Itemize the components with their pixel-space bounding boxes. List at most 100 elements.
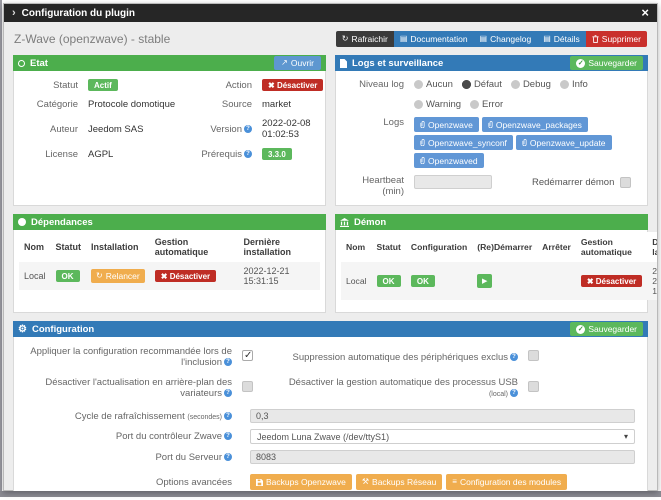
zwave-port-select[interactable]: Jeedom Luna Zwave (/dev/ttyS1) ▾ [250, 429, 635, 444]
server-port-input[interactable] [250, 450, 635, 464]
radio-error[interactable]: Error [470, 99, 503, 110]
radio-icon [414, 80, 423, 89]
page-title: Z-Wave (openzwave) - stable [14, 32, 171, 46]
dep-nom: Local [19, 262, 51, 290]
help-icon [224, 432, 232, 440]
cfg-check-label: Suppression automatique des périphérique… [276, 352, 528, 363]
dependances-panel-title: Dépendances [31, 216, 93, 228]
help-icon [224, 452, 232, 461]
save-icon [256, 478, 263, 486]
dep-disable-button[interactable]: ✖ Désactiver [154, 270, 217, 282]
table-row: Local OK ↻ Relancer ✖ Désactiver 2022-12-… [19, 262, 320, 290]
log-level-radios: Aucun Défaut Debug Info Warning Error [414, 79, 639, 110]
restart-daemon-checkbox[interactable] [620, 176, 632, 188]
log-file-buttons: Openzwave Openzwave_packages Openzwave_s… [414, 117, 639, 168]
paperclip-icon [420, 139, 425, 146]
cfg-check-3[interactable] [528, 381, 539, 392]
modal-titlebar: › Configuration du plugin × [4, 4, 657, 22]
statut-label: Statut [53, 79, 78, 91]
trash-icon [592, 35, 599, 43]
help-icon [510, 389, 518, 397]
changelog-button[interactable]: ▤ Changelog [473, 31, 538, 47]
radio-icon [414, 100, 423, 109]
refresh-button[interactable]: ↻ Rafraichir [335, 31, 394, 47]
auteur-value: Jeedom SAS [88, 123, 144, 135]
heartbeat-input[interactable] [414, 175, 492, 189]
dependances-panel: Dépendances Nom Statut Installation Gest… [13, 214, 326, 313]
etat-panel: Etat ↗ Ouvrir Statut Actif Action ✖ Désa… [13, 55, 326, 206]
gears-icon: ⚙ [18, 323, 27, 335]
chevron-right-icon: › [12, 7, 16, 19]
demon-table: Nom Statut Configuration (Re)Démarrer Ar… [341, 232, 657, 300]
open-button[interactable]: ↗ Ouvrir [274, 56, 321, 70]
demon-panel-title: Démon [354, 216, 387, 228]
port-serveur-label: Port du Serveur [24, 452, 242, 463]
radio-defaut[interactable]: Défaut [461, 79, 502, 90]
relancer-button[interactable]: ↻ Relancer [91, 269, 145, 283]
radio-icon [470, 100, 480, 109]
demon-date: 2022-12-21 16:16:23 [647, 262, 657, 300]
documentation-button[interactable]: ▤ Documentation [393, 31, 474, 47]
refresh-icon: ↻ [96, 271, 103, 280]
help-icon [510, 352, 518, 361]
circle-icon [18, 218, 26, 226]
source-label: Source [221, 99, 252, 110]
details-button[interactable]: ▤ Détails [537, 31, 586, 47]
configuration-panel: ⚙ Configuration Sauvegarder Appliquer la… [13, 321, 648, 491]
dependances-table: Nom Statut Installation Gestion automati… [19, 232, 320, 290]
demon-disable-button[interactable]: ✖ Désactiver [580, 275, 643, 287]
log-openzwaved-button[interactable]: Openzwaved [414, 153, 484, 168]
disable-plugin-button[interactable]: ✖ Désactiver [262, 79, 324, 91]
paperclip-icon [420, 121, 425, 128]
dep-date: 2022-12-21 15:31:15 [238, 262, 320, 290]
radio-warning[interactable]: Warning [414, 99, 461, 110]
header-toolbar: ↻ Rafraichir ▤ Documentation ▤ Changelog… [335, 31, 647, 47]
radio-info[interactable]: Info [559, 79, 588, 90]
logs-panel: Logs et surveillance Sauvegarder Niveau … [335, 55, 648, 206]
help-icon [224, 389, 232, 397]
x-icon: ✖ [268, 80, 277, 90]
wrench-icon: ⚒ [361, 477, 370, 486]
log-openzwave-update-button[interactable]: Openzwave_update [515, 135, 612, 150]
help-icon [244, 124, 252, 133]
prerequis-badge: 3.3.0 [262, 148, 292, 160]
port-zwave-label: Port du contrôleur Zwave [24, 431, 242, 442]
start-daemon-button[interactable]: ▶ [477, 274, 493, 288]
cfg-check-label: Appliquer la configuration recommandée l… [24, 346, 242, 368]
demon-panel: Démon Nom Statut Configuration (Re)Démar… [335, 214, 657, 313]
file-icon [340, 58, 347, 68]
share-icon: ↗ [281, 58, 288, 67]
niveau-log-label: Niveau log [359, 79, 404, 90]
save-logs-button[interactable]: Sauvegarder [570, 56, 643, 70]
backups-reseau-button[interactable]: ⚒ Backups Réseau [355, 474, 443, 490]
book-icon: ▤ [399, 34, 408, 43]
help-icon [244, 149, 252, 158]
close-icon[interactable]: × [641, 5, 649, 20]
cfg-check-1[interactable] [528, 350, 539, 361]
cfg-check-0[interactable] [242, 350, 253, 361]
logs-panel-title: Logs et surveillance [352, 57, 444, 69]
book-icon: ▤ [543, 34, 551, 43]
radio-selected-icon [461, 80, 471, 89]
list-icon: ≡ [452, 477, 457, 486]
caret-down-icon: ▾ [623, 432, 628, 441]
cycle-label: Cycle de rafraîchissement (secondes) [24, 411, 242, 422]
config-modules-button[interactable]: ≡ Configuration des modules [446, 474, 568, 490]
backups-openzwave-button[interactable]: Backups Openzwave [250, 474, 352, 490]
radio-icon [510, 80, 520, 89]
categorie-value: Protocole domotique [88, 99, 176, 110]
radio-debug[interactable]: Debug [510, 79, 551, 90]
demon-nom: Local [341, 262, 372, 300]
log-openzwave-packages-button[interactable]: Openzwave_packages [481, 117, 588, 132]
plugin-config-modal: › Configuration du plugin × Z-Wave (open… [3, 3, 658, 491]
delete-button[interactable]: Supprimer [585, 31, 647, 47]
check-circle-icon [576, 58, 586, 68]
radio-aucun[interactable]: Aucun [414, 79, 453, 90]
book-icon: ▤ [479, 34, 488, 43]
log-openzwave-synconf-button[interactable]: Openzwave_synconf [414, 135, 513, 150]
refresh-icon: ↻ [341, 34, 349, 43]
log-openzwave-button[interactable]: Openzwave [414, 117, 479, 132]
cycle-input[interactable] [250, 409, 635, 423]
cfg-check-2[interactable] [242, 381, 253, 392]
save-configuration-button[interactable]: Sauvegarder [570, 322, 643, 336]
